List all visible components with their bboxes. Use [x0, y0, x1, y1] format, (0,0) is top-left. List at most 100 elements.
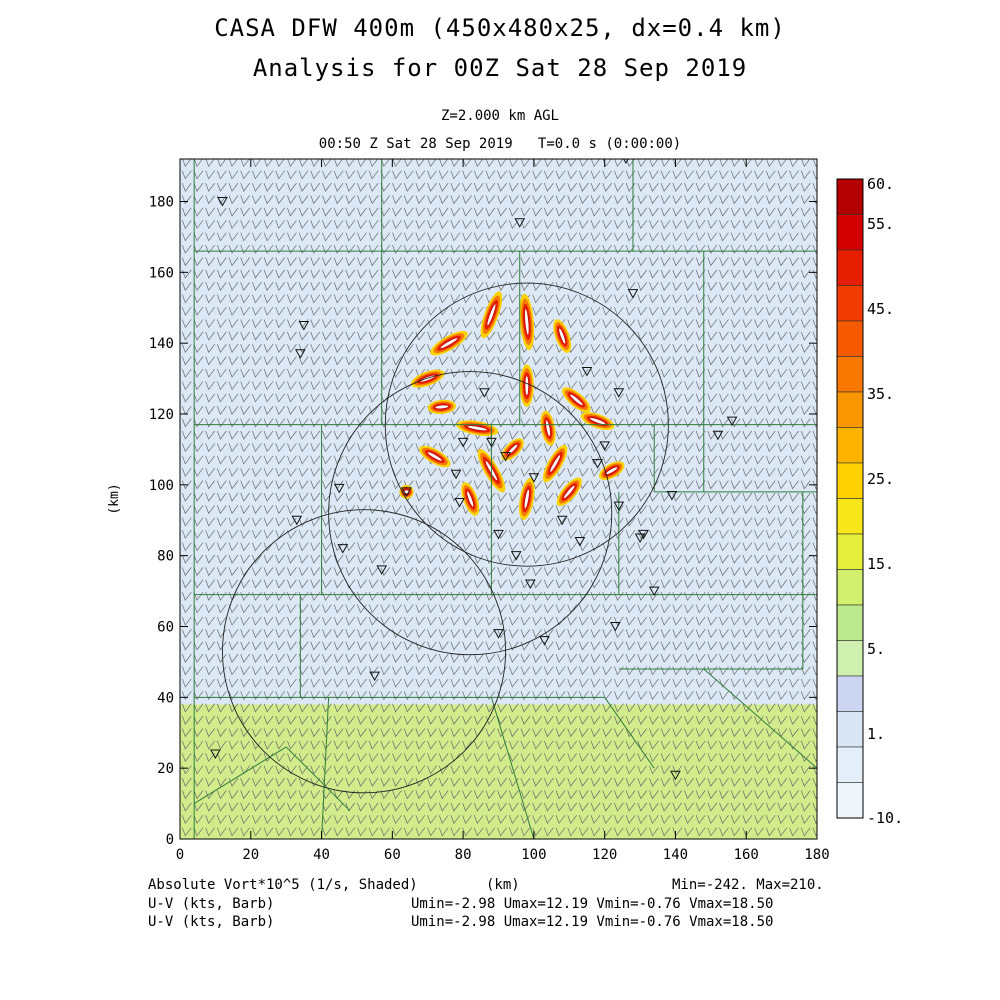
wind-barb-585	[298, 393, 309, 403]
wind-barb-443	[275, 790, 286, 800]
wind-barb-817	[345, 244, 356, 254]
wind-barb-479	[275, 344, 286, 353]
wind-barb-434	[263, 220, 274, 230]
wind-barb-245	[228, 517, 239, 527]
wind-barb-823	[345, 170, 356, 180]
wind-barb-372	[252, 306, 262, 316]
wind-barb-498	[287, 790, 297, 800]
x-tick-label-0: 0	[176, 847, 184, 863]
wind-barb-172	[217, 740, 227, 750]
wind-barb-832	[357, 740, 367, 750]
wind-barb-59	[193, 777, 204, 787]
wind-barb-36	[181, 381, 192, 391]
wind-barb-369	[252, 344, 262, 353]
wind-barb-466	[275, 505, 286, 515]
colorbar-swatch-17	[836, 782, 864, 819]
wind-barb-291	[240, 629, 250, 639]
wind-barb-31	[181, 443, 192, 453]
wind-barb-742	[333, 492, 344, 502]
wind-barb-810	[345, 331, 356, 341]
field-region-1	[180, 159, 817, 705]
wind-barb-390	[263, 765, 274, 775]
wind-barb-472	[275, 430, 286, 440]
wind-barb-805	[345, 393, 356, 403]
wind-barb-787	[345, 616, 356, 626]
wind-barb-109	[193, 159, 203, 168]
y-tick-label-7: 140	[149, 336, 174, 352]
wind-barb-40	[181, 331, 192, 341]
wind-barb-841	[357, 629, 367, 639]
wind-barb-506	[287, 691, 297, 701]
wind-barb-132	[205, 554, 215, 564]
wind-barb-446	[275, 753, 286, 763]
wind-barb-642	[310, 368, 321, 378]
wind-barb-463	[275, 542, 286, 552]
wind-barb-874	[357, 220, 367, 230]
wind-barb-359	[252, 467, 262, 477]
wind-barb-361	[252, 443, 262, 453]
wind-barb-283	[240, 728, 250, 738]
wind-barb-900	[368, 579, 379, 589]
wind-barb-652	[310, 244, 321, 254]
wind-barb-795	[345, 517, 356, 527]
colorbar-swatch-5	[836, 356, 864, 393]
wind-barb-893	[368, 666, 379, 676]
wind-barb-644	[310, 344, 321, 353]
colorbar-swatch-6	[836, 391, 864, 428]
wind-barb-322	[240, 244, 250, 254]
wind-barb-421	[263, 381, 274, 391]
wind-barb-328	[240, 170, 250, 180]
wind-barb-880	[368, 827, 379, 837]
wind-barb-612	[310, 740, 321, 750]
wind-barb-750	[333, 393, 344, 403]
wind-barb-651	[310, 257, 321, 267]
wind-barb-525	[287, 455, 297, 465]
wind-barb-148	[205, 356, 215, 366]
wind-barb-268	[228, 232, 239, 242]
wind-barb-590	[298, 331, 309, 341]
wind-barb-87	[193, 430, 204, 440]
wind-barb-209	[217, 282, 227, 291]
wind-barb-454	[275, 653, 286, 663]
wind-barb-1	[181, 815, 192, 825]
wind-barb-549	[287, 159, 297, 168]
title-line-1: CASA DFW 400m (450x480x25, dx=0.4 km)	[214, 14, 786, 42]
wind-barb-859	[357, 406, 367, 415]
colorbar-swatch-12	[836, 604, 864, 641]
wind-barb-368	[252, 356, 262, 366]
colorbar-tick-label-8: -10.	[867, 809, 903, 827]
wind-barb-363	[252, 418, 262, 428]
wind-barb-821	[345, 195, 356, 205]
wind-barb-704	[322, 282, 332, 291]
wind-barb-145	[205, 393, 215, 403]
wind-barb-840	[357, 641, 367, 651]
wind-barb-220	[228, 827, 239, 837]
wind-barb-396	[263, 691, 274, 701]
colorbar-tick-label-6: 5.	[867, 640, 885, 658]
wind-barb-610	[310, 765, 321, 775]
wind-barb-75	[193, 579, 204, 589]
colorbar-swatch-4	[836, 320, 864, 357]
wind-barb-370	[252, 331, 262, 341]
wind-barb-501	[287, 753, 297, 763]
x-tick-label-9: 180	[804, 847, 829, 863]
wind-barb-161	[205, 195, 215, 205]
wind-barb-504	[287, 715, 297, 725]
wind-barb-332	[252, 802, 262, 812]
wind-barb-620	[310, 641, 321, 651]
wind-barb-769	[334, 159, 344, 168]
wind-barb-528	[287, 418, 297, 428]
wind-barb-91	[193, 381, 204, 391]
wind-barb-834	[357, 715, 367, 725]
wind-barb-300	[240, 517, 250, 527]
wind-barb-15	[181, 641, 192, 651]
wind-barb-269	[228, 220, 239, 230]
wind-barb-505	[287, 703, 297, 713]
wind-barb-672	[322, 678, 332, 688]
wind-barb-71	[193, 629, 204, 639]
wind-barb-49	[181, 220, 192, 230]
wind-barb-694	[322, 406, 332, 415]
wind-barb-455	[275, 641, 286, 651]
wind-barb-58	[193, 790, 204, 800]
wind-barb-60	[193, 765, 204, 775]
